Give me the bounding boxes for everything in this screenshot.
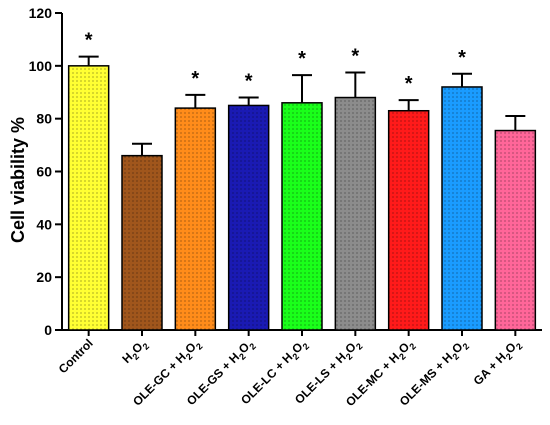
bar-texture: [388, 110, 429, 330]
bar-texture: [282, 102, 322, 330]
label-subscript: 2: [290, 351, 301, 362]
label-subscript: 2: [130, 351, 141, 362]
label-subscript: 2: [247, 341, 258, 352]
y-tick-label: 0: [44, 322, 52, 338]
label-subscript: 2: [141, 341, 152, 352]
bar-group: [494, 115, 537, 336]
label-subscript: 2: [450, 351, 461, 362]
label-subscript: 2: [237, 351, 248, 362]
label-subscript: 2: [184, 351, 195, 362]
x-category-label: H2O2: [119, 336, 151, 368]
significance-star: *: [245, 71, 253, 93]
y-tick-label: 60: [36, 164, 52, 180]
label-subscript: 2: [301, 341, 312, 352]
x-category-label: GA + H2O2: [471, 336, 525, 390]
bar-group: *: [441, 47, 483, 336]
bar-texture: [335, 97, 376, 331]
bar-group: *: [174, 68, 217, 336]
significance-star: *: [85, 30, 93, 52]
y-tick-label: 20: [36, 269, 52, 285]
label-subscript: 2: [354, 341, 365, 352]
label-subscript: 2: [461, 341, 472, 352]
bar-texture: [495, 130, 536, 330]
label-subscript: 2: [194, 341, 205, 352]
y-tick-label: 120: [29, 5, 53, 21]
significance-star: *: [351, 45, 359, 67]
label-text: Control: [56, 336, 96, 376]
significance-star: *: [405, 73, 413, 95]
bar-texture: [68, 65, 109, 330]
bar-group: *: [281, 48, 323, 336]
bar-texture: [442, 86, 482, 330]
bar-texture: [175, 108, 216, 330]
y-axis: 0 20 40 60 80 100 120: [29, 5, 63, 338]
y-axis-label: Cell viability %: [8, 117, 28, 243]
significance-star: *: [191, 68, 199, 90]
bars: * * * * * * *: [67, 30, 537, 336]
bar-group: *: [67, 30, 110, 336]
label-subscript: 2: [397, 351, 408, 362]
y-tick-label: 40: [36, 216, 52, 232]
label-text: GA + H: [471, 350, 509, 388]
x-category-label: Control: [56, 336, 96, 376]
y-tick-label: 100: [29, 58, 53, 74]
y-tick-label: 80: [36, 111, 52, 127]
bar-group: *: [387, 73, 430, 336]
label-subscript: 2: [344, 351, 355, 362]
bar-group: *: [334, 45, 377, 336]
bar-texture: [228, 105, 269, 330]
label-subscript: 2: [504, 351, 515, 362]
bar-texture: [122, 155, 162, 330]
label-subscript: 2: [407, 341, 418, 352]
label-subscript: 2: [514, 341, 525, 352]
significance-star: *: [458, 47, 466, 69]
bar-group: [121, 142, 163, 336]
bar-group: *: [227, 71, 270, 336]
significance-star: *: [298, 48, 306, 70]
